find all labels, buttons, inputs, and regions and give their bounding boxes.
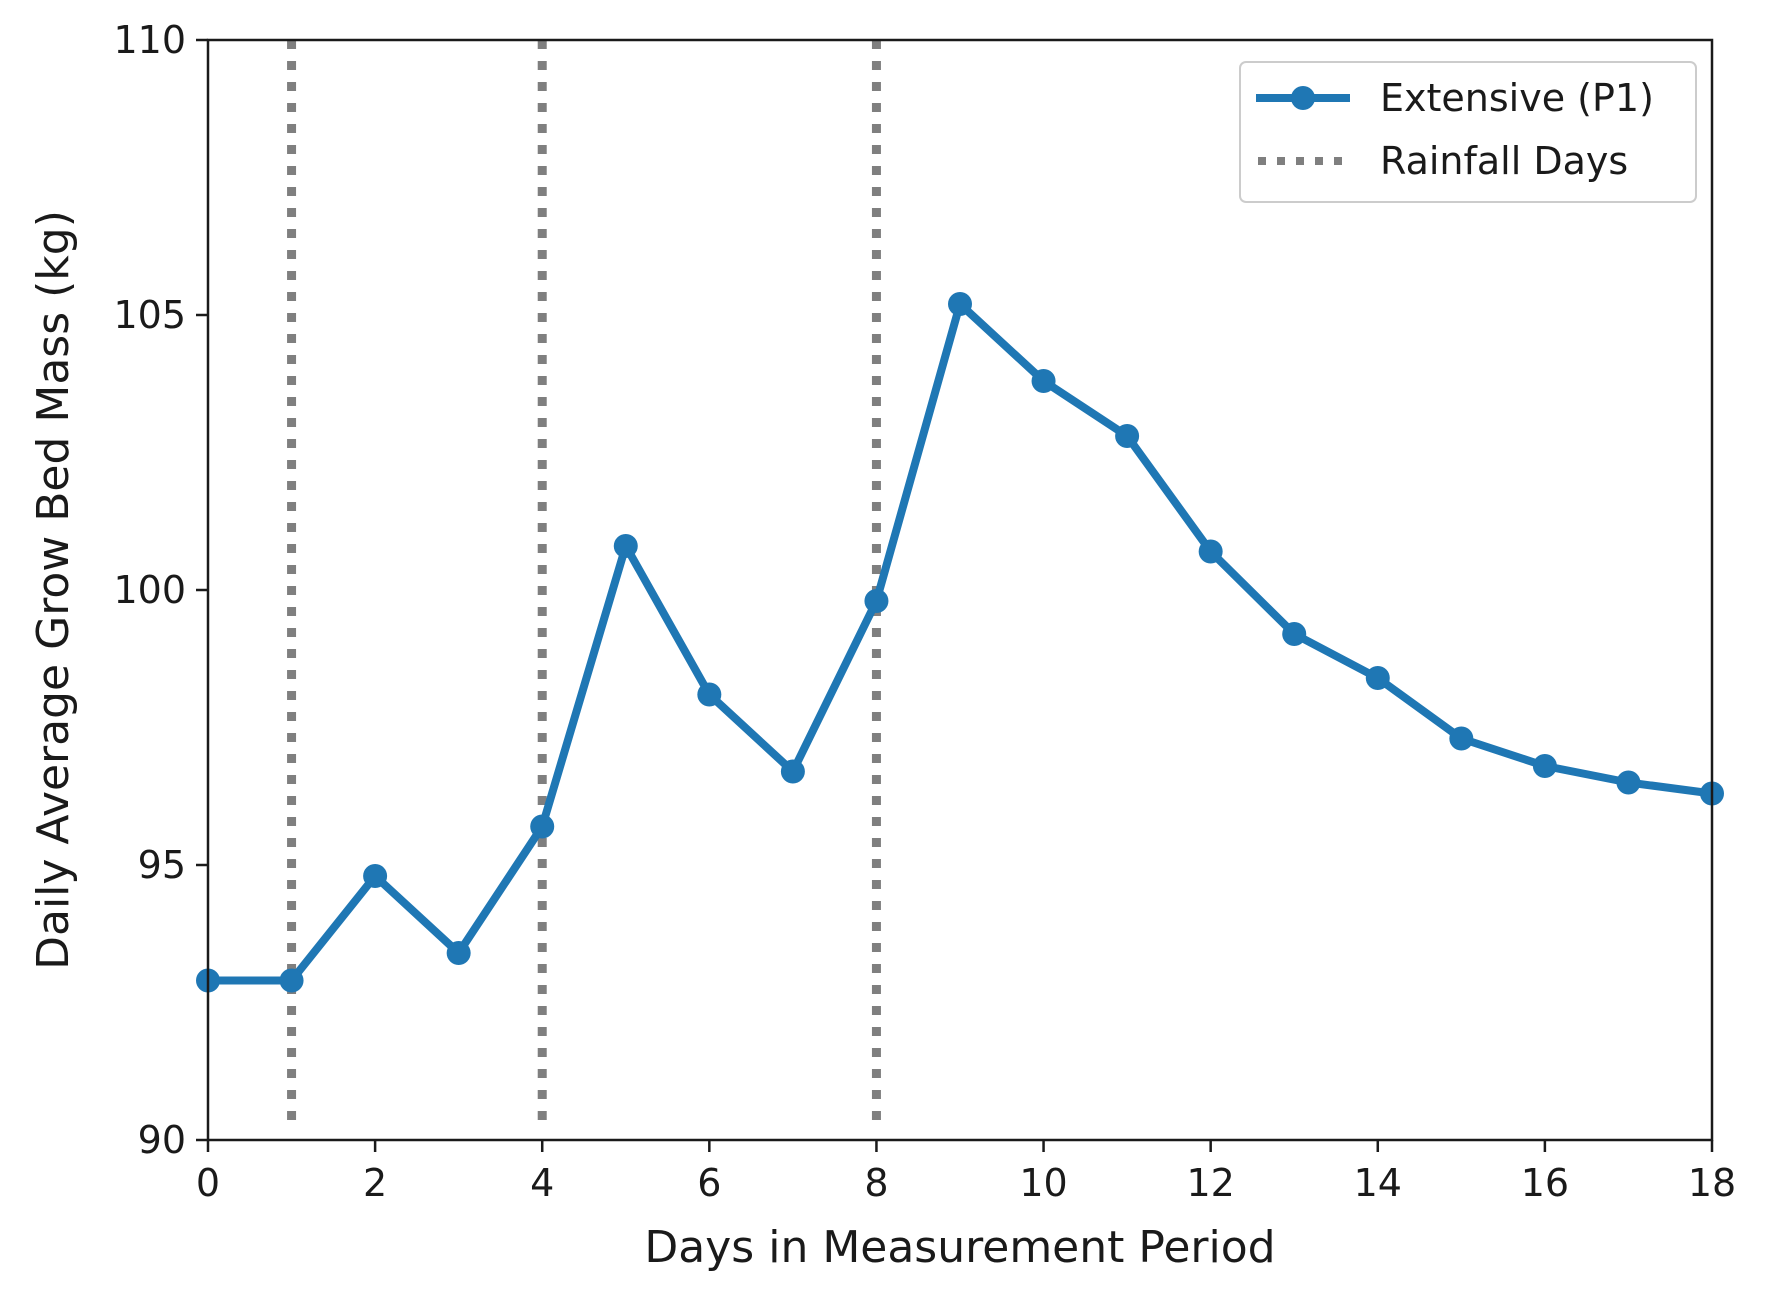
- data-point: [613, 534, 638, 558]
- plot-frame: [206, 38, 1714, 1142]
- data-point: [780, 759, 805, 784]
- data-point: [1115, 424, 1140, 448]
- y-axis-title: Daily Average Grow Bed Mass (kg): [28, 210, 79, 970]
- data-point: [864, 589, 889, 613]
- legend-series-marker: [1291, 86, 1315, 110]
- y-tick-label: 110: [113, 18, 186, 62]
- legend-series-label: Extensive (P1): [1380, 76, 1654, 120]
- series-line: [204, 300, 1716, 985]
- y-tick-label: 105: [113, 293, 186, 337]
- x-tick-label: 8: [864, 1161, 888, 1205]
- y-tick-label: 95: [138, 843, 186, 887]
- y-tick-label: 100: [113, 568, 186, 612]
- data-point: [1532, 754, 1557, 778]
- legend-rainfall-label: Rainfall Days: [1380, 139, 1628, 183]
- legend-box: [1239, 61, 1697, 203]
- x-tick-label: 12: [1186, 1161, 1234, 1205]
- data-point: [1198, 539, 1223, 564]
- legend: Extensive (P1) Rainfall Days: [1239, 61, 1697, 203]
- x-tick-label: 6: [697, 1161, 721, 1205]
- data-point: [446, 941, 471, 965]
- data-point: [1031, 369, 1056, 393]
- x-tick-label: 10: [1019, 1161, 1067, 1205]
- x-tick-label: 14: [1354, 1161, 1402, 1205]
- y-axis-ticks: 90 95 100 105 110: [113, 18, 208, 1162]
- data-point: [697, 682, 722, 707]
- data-point: [1616, 770, 1641, 795]
- x-axis-ticks: 0 2 4 6 8 10 12 14 16 18: [196, 1140, 1736, 1205]
- x-axis-title: Days in Measurement Period: [644, 1222, 1275, 1273]
- data-point: [279, 968, 304, 993]
- y-tick-label: 90: [138, 1118, 186, 1162]
- x-tick-label: 0: [196, 1161, 220, 1205]
- x-tick-label: 2: [363, 1161, 387, 1205]
- data-point: [363, 864, 388, 888]
- x-tick-label: 4: [530, 1161, 554, 1205]
- x-tick-label: 18: [1688, 1161, 1736, 1205]
- series-layer: [196, 292, 1724, 993]
- data-point: [1282, 622, 1307, 646]
- x-tick-label: 16: [1521, 1161, 1569, 1205]
- data-point: [1449, 726, 1474, 751]
- rainfall-lines: [287, 40, 881, 1122]
- data-point: [530, 814, 555, 839]
- data-point: [1365, 666, 1390, 690]
- data-point: [948, 292, 972, 316]
